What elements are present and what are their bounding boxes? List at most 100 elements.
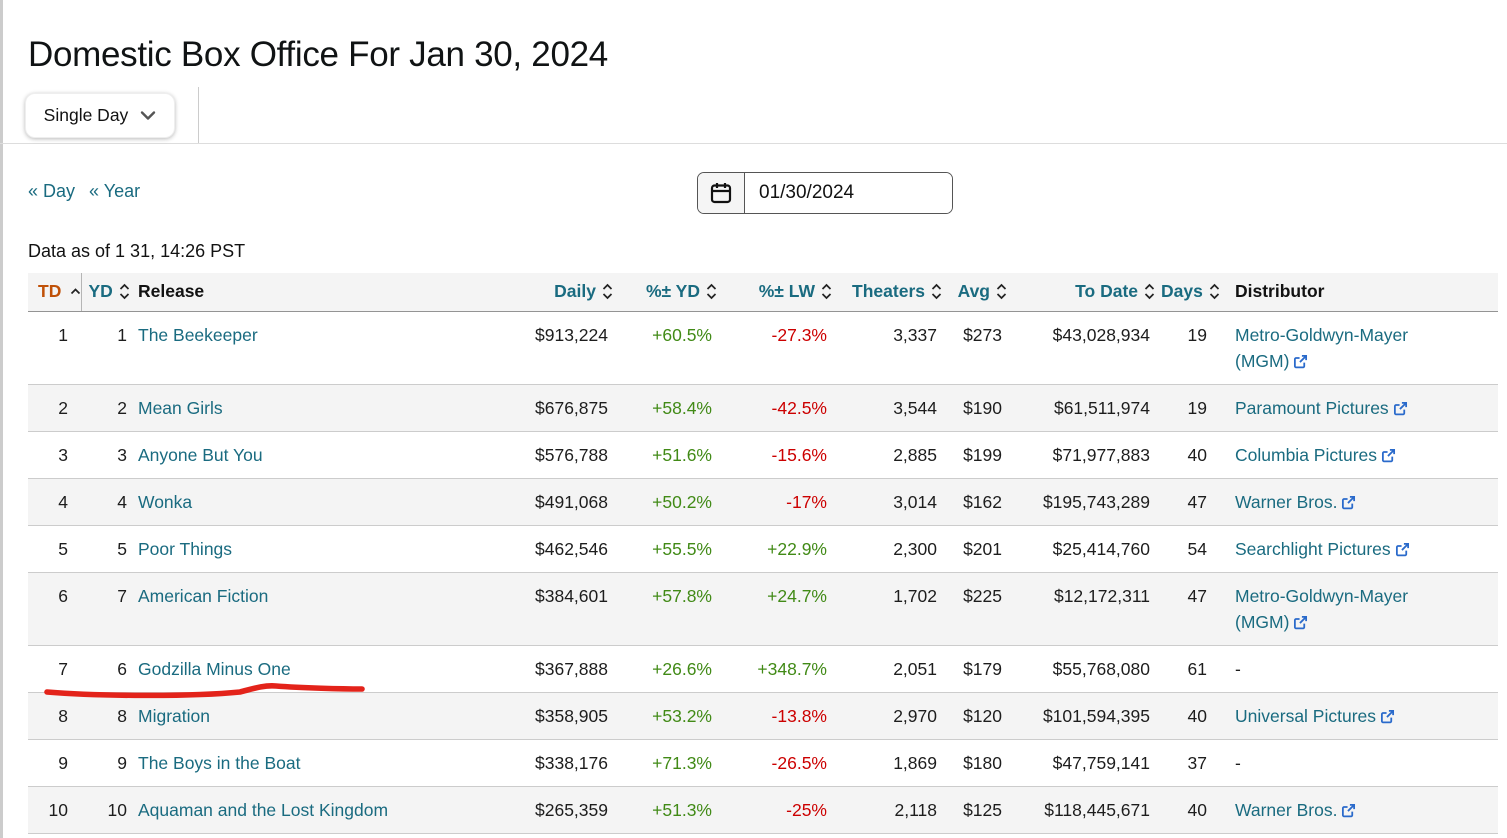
external-link-icon — [1381, 448, 1396, 462]
theaters-cell: 1,702 — [837, 572, 947, 646]
distributor-cell: Paramount Pictures — [1217, 384, 1498, 432]
page-title: Domestic Box Office For Jan 30, 2024 — [28, 35, 608, 75]
sort-icon — [996, 284, 1007, 300]
release-link[interactable]: American Fiction — [138, 585, 269, 606]
release-link[interactable]: Wonka — [138, 491, 193, 512]
percent-value: +50.2% — [652, 491, 712, 512]
daily-gross-cell: $265,359 — [518, 786, 618, 834]
release-link[interactable]: Anyone But You — [138, 444, 263, 465]
release-link[interactable]: The Beekeeper — [138, 324, 258, 345]
table-row: 2 2 Mean Girls $676,875 +58.4% -42.5% 3,544 $19… — [28, 384, 1498, 432]
rank-today-cell: 1 — [28, 311, 81, 385]
table-row: 1 1 The Beekeeper $913,224 +60.5% -27.3% 3,337… — [28, 311, 1498, 385]
distributor-link[interactable]: Paramount Pictures — [1235, 397, 1389, 418]
column-header-label: Daily — [554, 281, 596, 302]
percent-value: -13.8% — [771, 705, 827, 726]
percent-vs-yesterday-cell: +58.4% — [618, 384, 722, 432]
release-link[interactable]: The Boys in the Boat — [138, 752, 301, 773]
column-header-pct_lw[interactable]: %± LW — [722, 273, 837, 312]
release-link[interactable]: Migration — [138, 705, 210, 726]
column-header-label: Release — [138, 281, 205, 302]
percent-vs-lastweek-cell: -15.6% — [722, 431, 837, 479]
percent-vs-lastweek-cell: -42.5% — [722, 384, 837, 432]
distributor-link[interactable]: Searchlight Pictures — [1235, 538, 1391, 559]
column-header-theaters[interactable]: Theaters — [837, 273, 947, 312]
rank-today-cell: 8 — [28, 692, 81, 740]
percent-value: +51.6% — [652, 444, 712, 465]
release-link[interactable]: Poor Things — [138, 538, 233, 559]
average-cell: $180 — [947, 739, 1012, 787]
days-cell: 47 — [1160, 572, 1217, 646]
percent-vs-yesterday-cell: +26.6% — [618, 645, 722, 693]
release-link[interactable]: Aquaman and the Lost Kingdom — [138, 799, 389, 820]
to-date-gross-cell: $61,511,974 — [1012, 384, 1160, 432]
sort-icon — [119, 284, 129, 300]
percent-vs-lastweek-cell: -17% — [722, 478, 837, 526]
release-cell: Migration — [133, 692, 518, 740]
single-day-dropdown[interactable]: Single Day — [25, 93, 175, 138]
days-cell: 37 — [1160, 739, 1217, 787]
rank-today-cell: 3 — [28, 431, 81, 479]
distributor-link[interactable]: Warner Bros. — [1235, 491, 1338, 512]
theaters-cell: 2,885 — [837, 431, 947, 479]
average-cell: $179 — [947, 645, 1012, 693]
rank-today-cell: 5 — [28, 525, 81, 573]
daily-gross-cell: $358,905 — [518, 692, 618, 740]
percent-value: -15.6% — [771, 444, 827, 465]
average-cell: $225 — [947, 572, 1012, 646]
distributor-link[interactable]: Metro-Goldwyn-Mayer (MGM) — [1235, 324, 1409, 371]
percent-value: +53.2% — [652, 705, 712, 726]
external-link-icon — [1294, 354, 1308, 368]
percent-vs-lastweek-cell: +348.7% — [722, 645, 837, 693]
release-cell: Godzilla Minus One — [133, 645, 518, 693]
percent-value: +57.8% — [652, 585, 712, 606]
percent-value: -27.3% — [771, 324, 827, 345]
rank-yesterday-cell: 3 — [81, 431, 133, 479]
external-link-icon — [1381, 709, 1395, 723]
days-cell: 61 — [1160, 645, 1217, 693]
release-cell: The Beekeeper — [133, 311, 518, 385]
column-header-label: TD — [38, 281, 62, 302]
column-header-avg[interactable]: Avg — [947, 273, 1012, 312]
to-date-gross-cell: $101,594,395 — [1012, 692, 1160, 740]
rank-yesterday-cell: 9 — [81, 739, 133, 787]
calendar-button[interactable] — [698, 173, 745, 213]
release-cell: The Boys in the Boat — [133, 739, 518, 787]
theaters-cell: 2,051 — [837, 645, 947, 693]
nav-link-previous-day[interactable]: « Day — [28, 181, 76, 201]
column-header-days[interactable]: Days — [1160, 273, 1219, 312]
column-header-pct_yd[interactable]: %± YD — [618, 273, 722, 312]
table-row: 5 5 Poor Things $462,546 +55.5% +22.9% 2,300 $2… — [28, 525, 1498, 573]
column-header-daily[interactable]: Daily — [518, 273, 618, 312]
distributor-link[interactable]: Universal Pictures — [1235, 705, 1377, 726]
days-cell: 40 — [1160, 692, 1217, 740]
theaters-cell: 3,337 — [837, 311, 947, 385]
rank-today-cell: 4 — [28, 478, 81, 526]
theaters-cell: 3,014 — [837, 478, 947, 526]
distributor-link[interactable]: Warner Bros. — [1235, 799, 1338, 820]
table-row: 3 3 Anyone But You $576,788 +51.6% -15.6% 2,88… — [28, 431, 1498, 479]
release-link[interactable]: Godzilla Minus One — [138, 658, 291, 679]
sort-icon — [1209, 284, 1219, 300]
distributor-link[interactable]: Metro-Goldwyn-Mayer (MGM) — [1235, 585, 1409, 632]
box-office-table: TD YD Release Daily %± YD %± LW Theaters Avg To … — [28, 273, 1498, 834]
column-header-yd[interactable]: YD — [81, 273, 133, 312]
table-row: 10 10 Aquaman and the Lost Kingdom $265,359… — [28, 786, 1498, 834]
nav-link-previous-year[interactable]: « Year — [89, 181, 141, 201]
column-header-label: Avg — [957, 281, 990, 302]
column-header-label: %± YD — [645, 281, 700, 302]
table-row: 7 6 Godzilla Minus One $367,888 +26.6% +348.7… — [28, 645, 1498, 693]
theaters-cell: 1,869 — [837, 739, 947, 787]
external-link-icon — [1395, 542, 1409, 556]
sort-icon — [706, 284, 717, 300]
external-link-icon — [1294, 615, 1308, 629]
average-cell: $162 — [947, 478, 1012, 526]
date-input[interactable] — [745, 173, 952, 213]
rank-today-cell: 9 — [28, 739, 81, 787]
distributor-link[interactable]: Columbia Pictures — [1235, 444, 1377, 465]
column-header-td[interactable]: TD — [28, 273, 82, 312]
distributor-cell: - — [1217, 739, 1498, 787]
column-header-to_date[interactable]: To Date — [1012, 273, 1160, 312]
release-link[interactable]: Mean Girls — [138, 397, 223, 418]
